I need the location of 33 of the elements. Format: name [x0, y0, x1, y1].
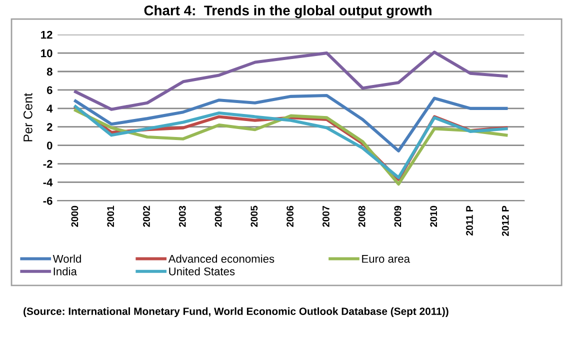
y-tick-label: 0: [47, 142, 52, 150]
x-tick-label: 2002: [143, 206, 150, 227]
x-tick-label: 2010: [430, 206, 438, 227]
x-tick-label: 2011 P: [466, 206, 473, 236]
legend-label: Advanced economies: [168, 254, 274, 263]
y-tick-label: 4: [46, 104, 53, 112]
x-tick-label: 2007: [322, 206, 330, 227]
y-tick-label: 8: [46, 68, 52, 76]
y-tick-label: -4: [43, 178, 53, 186]
y-tick-label: 12: [41, 30, 52, 39]
x-tick-label: 2006: [286, 206, 294, 227]
legend-label: United States: [169, 267, 235, 276]
y-tick-label: -2: [43, 160, 52, 168]
x-tick-label: 2008: [358, 206, 366, 227]
legend-label: India: [54, 267, 77, 276]
x-tick-label: 2003: [178, 206, 186, 227]
line-series: [74, 50, 508, 111]
x-tick-label: 2012 P: [502, 206, 509, 236]
legend-label: Euro area: [362, 255, 410, 263]
y-tick-label: 10: [41, 49, 52, 58]
chart-title: Chart 4: Trends in the global output growth: [144, 5, 432, 18]
x-tick-label: 2009: [394, 206, 402, 227]
line-series: [74, 94, 508, 152]
x-tick-label: 2000: [71, 206, 78, 227]
y-tick-label: -6: [43, 196, 52, 205]
text: (Source: International Monetary Fund, World Economic Outlook Database (Sept 2011)): [24, 307, 448, 318]
y-tick-label: 6: [46, 86, 52, 94]
y-tick-label: 2: [46, 123, 52, 131]
x-tick-label: 2001: [107, 206, 114, 227]
legend-label: World: [52, 254, 81, 263]
x-tick-label: 2005: [250, 206, 258, 227]
y-axis-title: Per Cent: [24, 93, 32, 142]
x-tick-label: 2004: [214, 206, 222, 227]
